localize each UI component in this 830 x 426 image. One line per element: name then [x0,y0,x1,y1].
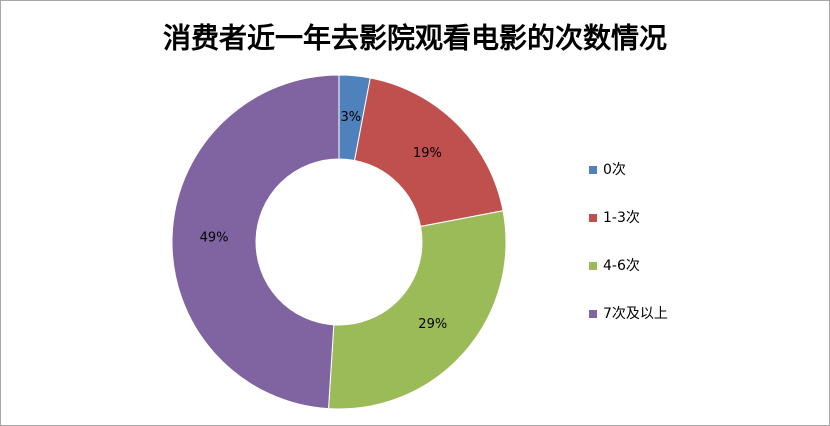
donut-slice [171,74,340,410]
donut-slice [327,210,507,410]
data-label: 19% [413,146,442,161]
donut-slice [353,77,504,228]
legend-swatch [589,214,597,222]
legend-swatch [589,262,597,270]
legend-swatch [589,310,597,318]
chart-title: 消费者近一年去影院观看电影的次数情况 [163,22,667,55]
data-label: 29% [418,317,447,332]
data-label: 3% [340,110,361,125]
legend-label: 0次 [603,162,626,178]
legend-label: 7次及以上 [603,306,668,322]
legend-swatch [589,166,597,174]
legend-label: 4-6次 [603,258,640,274]
data-label: 49% [200,231,229,246]
legend-label: 1-3次 [603,210,640,226]
